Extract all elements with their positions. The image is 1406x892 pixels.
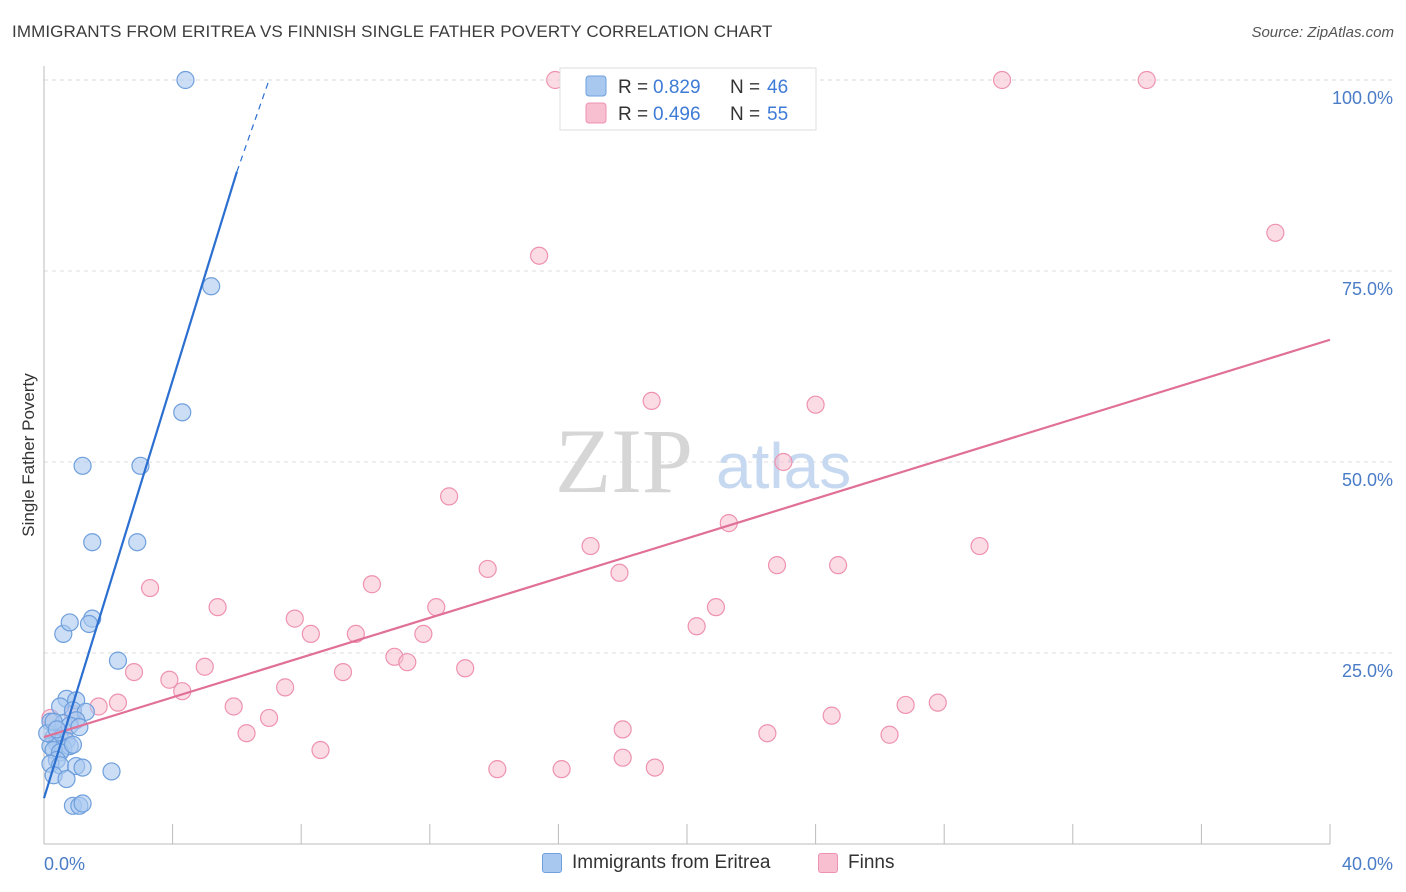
finns-point-5 (530, 246, 549, 265)
bottom-legend-label-finns: Finns (848, 852, 895, 873)
eritrea-trendline-extension (236, 79, 270, 172)
y-tick-label-100: 100.0% (1332, 88, 1393, 108)
chart-title: IMMIGRANTS FROM ERITREA VS FINNISH SINGL… (12, 22, 773, 41)
finns-point-33 (160, 670, 179, 689)
eritrea-point-0 (176, 70, 195, 90)
bottom-legend-label-eritrea: Immigrants from Eritrea (572, 852, 771, 873)
finns-point-48 (613, 748, 632, 767)
eritrea-point-11 (108, 651, 128, 670)
finns-point-13 (478, 559, 497, 579)
eritrea-point-35 (73, 758, 92, 777)
eritrea-point-38 (57, 769, 76, 789)
finns-point-11 (970, 536, 989, 556)
finns-point-16 (829, 556, 848, 575)
finns-point-17 (140, 578, 160, 598)
finns-point-15 (767, 556, 787, 575)
finns-point-38 (224, 697, 243, 716)
finns-point-39 (896, 695, 915, 715)
finns-point-26 (687, 617, 706, 636)
bottom-legend-swatch-eritrea (542, 853, 562, 873)
eritrea-point-3 (73, 456, 92, 475)
bottom-legend-finns: Finns (818, 852, 894, 874)
watermark: ZIP atlas (555, 410, 851, 512)
finns-point-44 (613, 720, 632, 739)
finns-point-34 (276, 678, 295, 697)
finns-point-47 (311, 740, 330, 760)
finns-point-21 (706, 598, 726, 617)
finns-point-14 (610, 563, 629, 582)
finns-point-50 (552, 760, 571, 779)
finns-points (41, 70, 1285, 779)
finns-point-29 (195, 657, 214, 676)
finns-point-4 (1266, 223, 1285, 242)
finns-point-2 (992, 70, 1012, 90)
finns-point-24 (346, 624, 365, 644)
eritrea-points (38, 70, 221, 815)
finns-point-3 (1137, 70, 1156, 90)
eritrea-point-5 (83, 533, 102, 552)
y-tick-label-25: 25.0% (1342, 661, 1393, 681)
legend-r-value-2: 0.496 (653, 104, 701, 125)
eritrea-trendline (42, 171, 238, 799)
finns-trendline (43, 338, 1331, 739)
legend-r-value-1: 0.829 (653, 77, 701, 98)
finns-point-25 (414, 624, 433, 644)
y-tick-labels: 25.0% 50.0% 75.0% 100.0% (1332, 88, 1393, 681)
eritrea-point-41 (73, 794, 92, 813)
finns-point-30 (124, 662, 144, 682)
finns-point-9 (439, 487, 459, 506)
finns-point-18 (362, 575, 382, 594)
eritrea-point-1 (202, 277, 221, 296)
finns-point-23 (301, 624, 320, 644)
finns-point-46 (880, 725, 899, 744)
legend-n-value-1: 46 (767, 77, 788, 98)
finns-point-36 (108, 693, 128, 712)
y-tick-label-50: 50.0% (1342, 470, 1393, 490)
finns-point-6 (642, 391, 661, 410)
finns-point-45 (758, 724, 777, 743)
finns-point-12 (581, 536, 600, 556)
legend-r-label-2: R = (618, 104, 648, 125)
legend-n-value-2: 55 (767, 104, 788, 125)
finns-point-28 (398, 653, 417, 672)
finns-point-43 (237, 724, 256, 743)
legend-r-label-1: R = (618, 77, 648, 98)
finns-point-19 (208, 598, 227, 617)
eritrea-point-36 (102, 762, 121, 781)
trend-layer (42, 79, 1331, 799)
finns-point-49 (488, 760, 507, 779)
y-tick-label-75: 75.0% (1342, 279, 1393, 299)
legend-n-label-2: N = (730, 104, 760, 125)
finns-point-42 (822, 706, 841, 725)
stats-legend: R = 0.829 N = 46 R = 0.496 N = 55 (559, 67, 817, 131)
finns-point-41 (259, 708, 279, 728)
finns-point-31 (333, 662, 353, 682)
x-tick-max: 40.0% (1342, 854, 1393, 874)
bottom-legend-swatch-finns (818, 853, 838, 873)
legend-n-label-1: N = (730, 77, 760, 98)
eritrea-point-8 (60, 613, 79, 632)
finns-point-22 (285, 609, 304, 628)
bottom-legend: Immigrants from Eritrea Finns (0, 852, 1406, 878)
eritrea-point-6 (128, 533, 147, 552)
finns-point-51 (645, 758, 664, 777)
axis-layer (43, 66, 1331, 845)
x-tick-min: 0.0% (44, 854, 85, 874)
finns-point-8 (774, 452, 793, 472)
finns-point-32 (456, 659, 475, 678)
source-label: Source: ZipAtlas.com (1251, 24, 1394, 41)
legend-swatch-finns (585, 102, 607, 124)
finns-point-40 (928, 693, 947, 712)
bottom-legend-eritrea: Immigrants from Eritrea (542, 852, 770, 874)
grid-layer (44, 79, 1392, 654)
finns-point-7 (806, 395, 825, 414)
y-axis-title: Single Father Poverty (19, 373, 38, 537)
watermark-zip: ZIP (555, 410, 693, 512)
eritrea-point-44 (63, 735, 83, 754)
eritrea-point-2 (173, 403, 192, 422)
legend-swatch-eritrea (585, 75, 607, 97)
